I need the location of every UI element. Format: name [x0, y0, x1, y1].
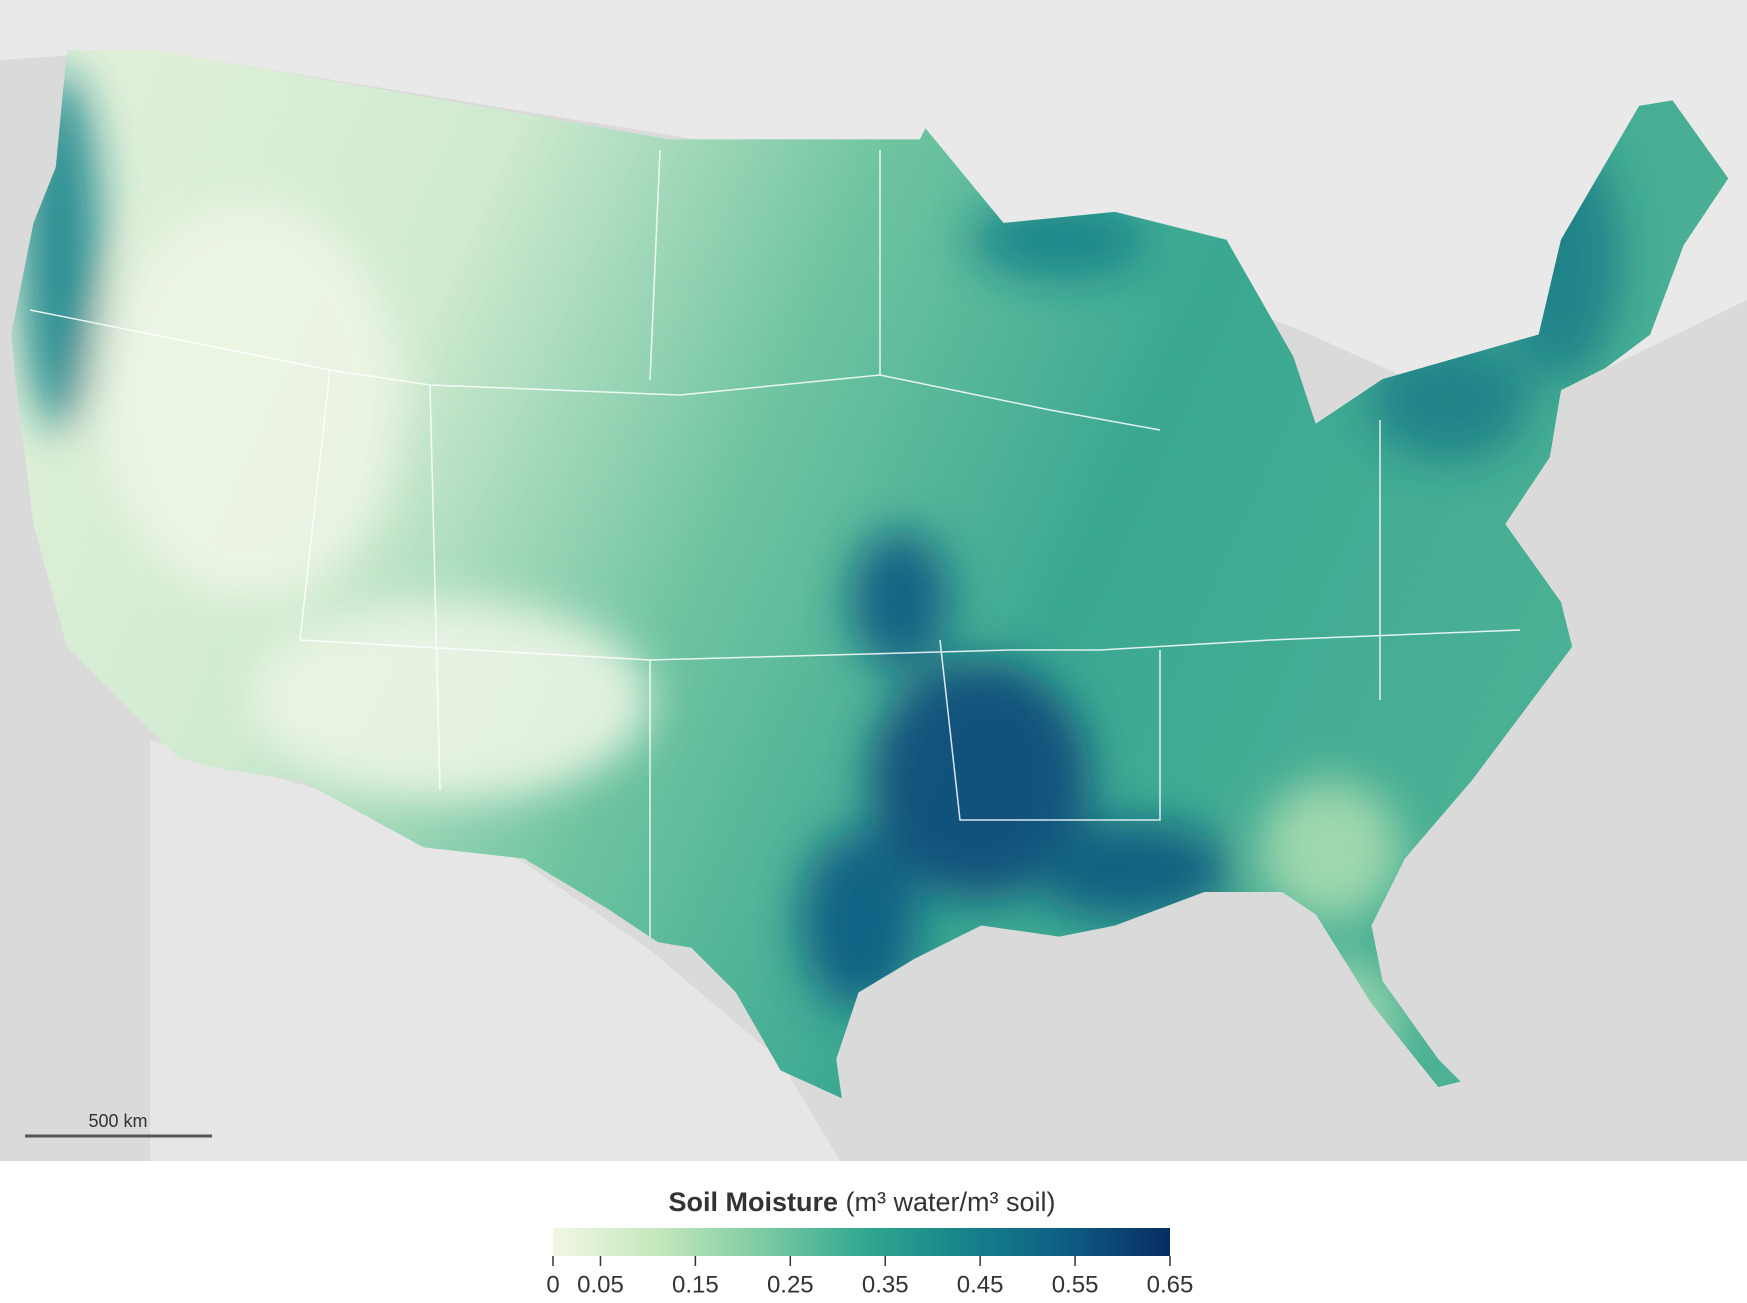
colorbar [553, 1228, 1170, 1256]
colorbar-tick-label: 0.45 [957, 1271, 1004, 1298]
colorbar-tick-label: 0.15 [672, 1271, 719, 1298]
colorbar-tick-label: 0.25 [767, 1271, 814, 1298]
colorbar-tick-label: 0.55 [1052, 1271, 1099, 1298]
legend-units: (m³ water/m³ soil) [846, 1187, 1056, 1217]
map: 500 km [0, 0, 1747, 1161]
colorbar-tick-label: 0 [546, 1271, 559, 1298]
legend-title-main: Soil Moisture [668, 1187, 838, 1217]
legend-title: Soil Moisture (m³ water/m³ soil) [668, 1187, 1055, 1217]
colorbar-tick-label: 0.35 [862, 1271, 909, 1298]
mexico [150, 740, 840, 1161]
scale-bar-label: 500 km [88, 1111, 147, 1131]
colorbar-tick-label: 0.65 [1147, 1271, 1194, 1298]
colorbar-tick-label: 0.05 [577, 1271, 624, 1298]
canada [0, 0, 1747, 420]
